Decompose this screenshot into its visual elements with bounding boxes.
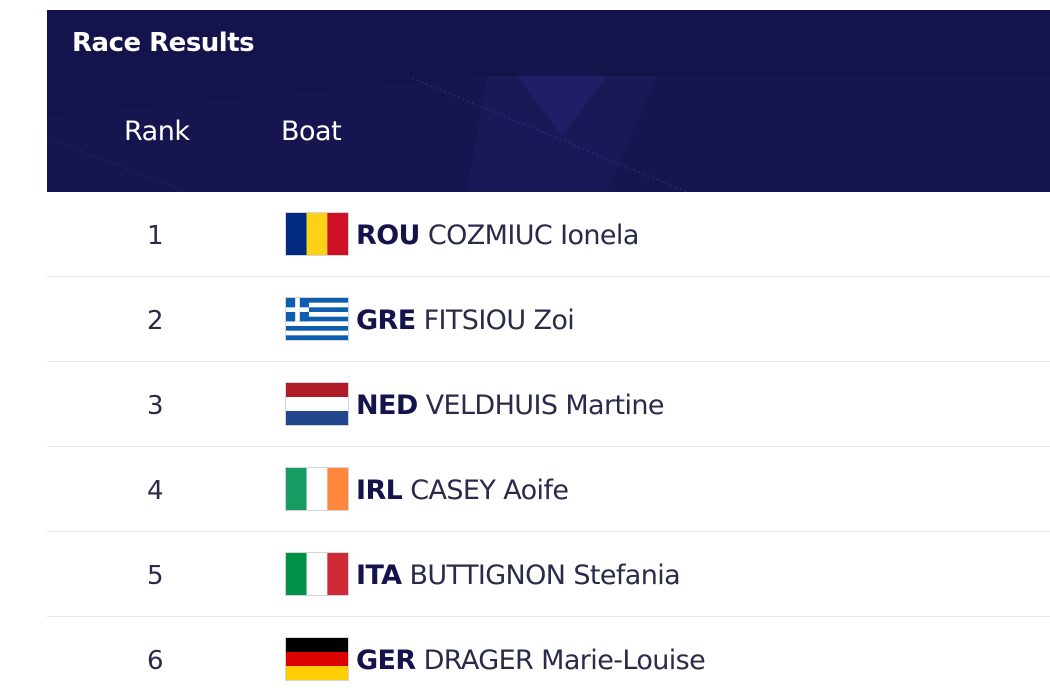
country-code: IRL — [356, 475, 403, 506]
results-list: 1 ROU COZMIUC Ionela 2 GRE FITSIOU Zoi — [47, 192, 1050, 700]
boat-cell[interactable]: IRL CASEY Aoife — [356, 447, 569, 532]
athlete-name: COZMIUC Ionela — [427, 220, 640, 251]
athlete-name: DRAGER Marie-Louise — [423, 645, 706, 676]
country-code: GER — [356, 645, 416, 676]
table-row[interactable]: 2 GRE FITSIOU Zoi — [47, 277, 1050, 362]
ireland-flag-icon — [286, 468, 348, 510]
table-header: Rank Boat — [47, 76, 1050, 192]
boat-cell[interactable]: ROU COZMIUC Ionela — [356, 192, 639, 277]
country-code: GRE — [356, 305, 416, 336]
country-code: ROU — [356, 220, 420, 251]
country-code: NED — [356, 390, 418, 421]
boat-cell[interactable]: NED VELDHUIS Martine — [356, 362, 665, 447]
country-code: ITA — [356, 560, 402, 591]
netherlands-flag-icon — [286, 383, 348, 425]
rank-cell: 3 — [147, 391, 164, 421]
column-header-boat[interactable]: Boat — [281, 116, 342, 147]
header-decoration — [47, 76, 1050, 192]
greece-flag-icon — [286, 298, 348, 340]
panel-title-bar: Race Results — [47, 10, 1050, 76]
italy-flag-icon — [286, 553, 348, 595]
table-row[interactable]: 4 IRL CASEY Aoife — [47, 447, 1050, 532]
panel-title: Race Results — [72, 28, 255, 58]
germany-flag-icon — [286, 638, 348, 680]
athlete-name: FITSIOU Zoi — [423, 305, 575, 336]
table-row[interactable]: 6 GER DRAGER Marie-Louise — [47, 617, 1050, 700]
athlete-name: VELDHUIS Martine — [425, 390, 665, 421]
table-row[interactable]: 3 NED VELDHUIS Martine — [47, 362, 1050, 447]
boat-cell[interactable]: GER DRAGER Marie-Louise — [356, 617, 706, 700]
table-row[interactable]: 5 ITA BUTTIGNON Stefania — [47, 532, 1050, 617]
athlete-name: BUTTIGNON Stefania — [409, 560, 681, 591]
boat-cell[interactable]: GRE FITSIOU Zoi — [356, 277, 575, 362]
column-header-rank[interactable]: Rank — [124, 116, 190, 147]
rank-cell: 1 — [147, 221, 164, 251]
table-row[interactable]: 1 ROU COZMIUC Ionela — [47, 192, 1050, 277]
romania-flag-icon — [286, 213, 348, 255]
boat-cell[interactable]: ITA BUTTIGNON Stefania — [356, 532, 681, 617]
rank-cell: 5 — [147, 561, 164, 591]
rank-cell: 6 — [147, 646, 164, 676]
race-results-panel: Race Results Rank Boat 1 ROU COZMIUC Ion… — [47, 10, 1050, 700]
rank-cell: 2 — [147, 306, 164, 336]
athlete-name: CASEY Aoife — [410, 475, 569, 506]
rank-cell: 4 — [147, 476, 164, 506]
